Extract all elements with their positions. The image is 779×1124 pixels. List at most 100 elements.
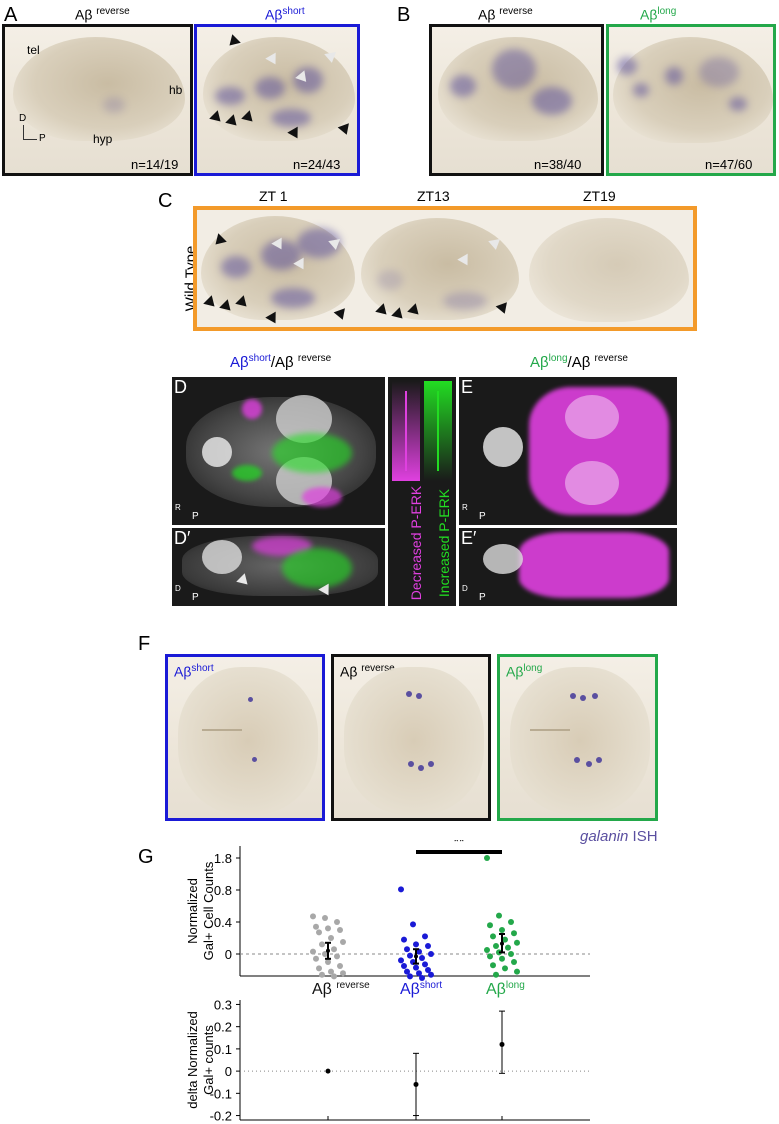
g-top-point bbox=[337, 927, 343, 933]
panel-letter-b: B bbox=[397, 4, 411, 26]
arrowhead-black bbox=[333, 308, 349, 322]
g-top-point bbox=[340, 939, 346, 945]
g-bottom-ytick-label: -0.1 bbox=[210, 1086, 232, 1101]
g-top-point bbox=[428, 951, 434, 957]
g-top-point bbox=[337, 963, 343, 969]
panel-letter-f: F bbox=[138, 633, 151, 655]
f-label-long: Aβlong bbox=[506, 663, 543, 680]
g-top-point bbox=[484, 855, 490, 861]
g-top-point bbox=[428, 971, 434, 978]
g-top-point bbox=[322, 915, 328, 921]
d-prime-letter: D′ bbox=[174, 528, 191, 548]
g-top-point bbox=[413, 964, 419, 971]
legend-arrow-down bbox=[405, 391, 407, 471]
arrowhead-white bbox=[488, 239, 502, 251]
d-prime-image: D′ D P bbox=[172, 528, 385, 606]
f-image-short: Aβshort bbox=[165, 654, 325, 821]
a-left-title: Aβ reverse bbox=[75, 6, 130, 23]
g-top-point bbox=[322, 951, 328, 957]
g-top-point bbox=[422, 961, 428, 968]
g-top-point bbox=[413, 941, 419, 948]
f-label-reverse: Aβ reverse bbox=[340, 663, 395, 680]
g-bottom-ytick-label: 0.2 bbox=[214, 1020, 232, 1035]
g-top-point bbox=[484, 947, 490, 953]
g-top-point bbox=[502, 936, 508, 943]
arrowhead-black bbox=[495, 302, 511, 316]
d-title: Aβshort/Aβ reverse bbox=[230, 353, 332, 371]
g-top-point bbox=[493, 971, 499, 978]
g-top-point bbox=[404, 968, 410, 975]
axis-d-line bbox=[23, 125, 24, 139]
arrowhead-white bbox=[324, 52, 338, 64]
arrowhead-black bbox=[337, 123, 353, 137]
g-top-point bbox=[325, 925, 331, 932]
g-top-point bbox=[425, 943, 431, 949]
d-letter: D bbox=[174, 377, 187, 397]
c-image-strip bbox=[193, 206, 697, 331]
g-top-mean bbox=[326, 948, 330, 953]
label-tel: tel bbox=[27, 43, 40, 57]
g-top-point bbox=[496, 912, 502, 919]
g-top-ytick-label: 0.4 bbox=[214, 915, 232, 930]
e-prime-image: E′ D P bbox=[459, 528, 677, 606]
panel-letter-a: A bbox=[4, 4, 18, 26]
g-top-point bbox=[499, 955, 505, 962]
g-top-point bbox=[401, 963, 407, 969]
g-top-point bbox=[407, 973, 413, 980]
e-prime-letter: E′ bbox=[461, 528, 477, 548]
legend-increased: Increased P-ERK bbox=[436, 488, 452, 598]
g-top-point bbox=[407, 952, 413, 959]
g-category-label: Aβshort bbox=[400, 980, 442, 998]
g-top-point bbox=[410, 921, 416, 928]
g-top-point bbox=[490, 933, 496, 940]
f-image-long: Aβlong bbox=[497, 654, 658, 821]
g-significance-label: ** bbox=[454, 840, 465, 849]
panel-letter-c: C bbox=[158, 190, 173, 212]
g-top-mean bbox=[414, 954, 418, 959]
g-top-point bbox=[398, 886, 404, 893]
a-right-title: Aβshort bbox=[265, 6, 305, 23]
f-caption: galanin ISH bbox=[580, 828, 658, 845]
g-top-point bbox=[340, 970, 346, 977]
g-top-point bbox=[316, 965, 322, 972]
g-category-label: Aβlong bbox=[486, 980, 525, 998]
e-letter: E bbox=[461, 377, 474, 397]
axis-p: P bbox=[39, 133, 46, 144]
a-right-n: n=24/43 bbox=[293, 157, 341, 172]
g-bottom-point bbox=[413, 1081, 419, 1087]
g-top-point bbox=[401, 936, 407, 943]
d-axis-p: P bbox=[192, 511, 199, 522]
g-top-point bbox=[493, 943, 499, 949]
perk-legend: Decreased P-ERK Increased P-ERK bbox=[388, 377, 456, 606]
c-timepoint-1: ZT 1 bbox=[259, 188, 288, 204]
g-top-point bbox=[313, 955, 319, 962]
g-top-point bbox=[508, 951, 514, 957]
g-top-point bbox=[310, 913, 316, 920]
g-top-point bbox=[419, 955, 425, 961]
g-top-point bbox=[398, 957, 404, 964]
g-top-point bbox=[508, 919, 514, 925]
g-category-label: Aβ reverse bbox=[312, 980, 370, 998]
g-top-point bbox=[334, 919, 340, 925]
g-top-point bbox=[319, 941, 325, 948]
g-bottom-ytick-label: 0 bbox=[225, 1064, 232, 1079]
e-axis-p: P bbox=[479, 511, 486, 522]
g-top-point bbox=[404, 946, 410, 953]
g-top-ytick-label: 1.8 bbox=[214, 851, 232, 866]
d-axis-r: R bbox=[175, 503, 181, 512]
arrowhead-white bbox=[328, 239, 342, 251]
g-top-point bbox=[313, 923, 319, 930]
legend-arrow-up bbox=[437, 391, 439, 471]
e-prime-axis-p: P bbox=[479, 592, 486, 603]
d-prime-axis-d: D bbox=[175, 584, 181, 593]
g-bottom-ytick-label: -0.2 bbox=[210, 1109, 232, 1124]
g-top-point bbox=[499, 927, 505, 933]
g-bottom-ytick-label: 0.1 bbox=[214, 1042, 232, 1057]
g-top-ylabel: NormalizedGal+ Cell Counts bbox=[185, 861, 216, 960]
g-top-point bbox=[310, 948, 316, 955]
g-top-point bbox=[490, 962, 496, 969]
e-image: E R P bbox=[459, 377, 677, 525]
c-timepoint-3: ZT19 bbox=[583, 188, 616, 204]
e-axis-r: R bbox=[462, 503, 468, 512]
g-top-point bbox=[425, 967, 431, 973]
